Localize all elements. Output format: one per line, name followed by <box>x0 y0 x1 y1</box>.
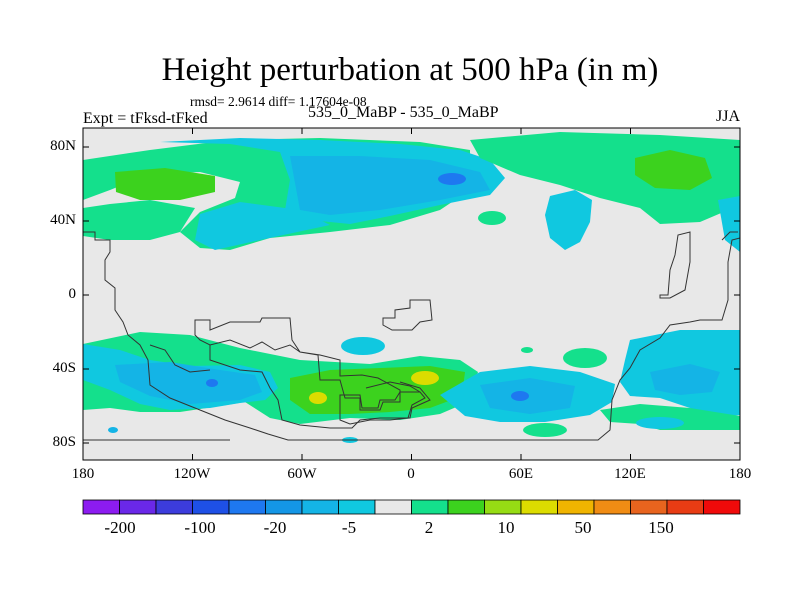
colorbar-swatch <box>119 499 157 515</box>
contour-positive-small <box>521 347 533 353</box>
colorbar-swatch <box>192 499 230 515</box>
contour-positive-core <box>309 392 327 404</box>
coastline <box>149 344 211 373</box>
lat-tick-marks <box>83 146 740 444</box>
lon-label-120w: 120W <box>173 466 211 482</box>
colorbar-label: -200 <box>104 518 136 537</box>
lat-label-40n: 40N <box>50 212 76 228</box>
contour-negative-small <box>718 196 740 252</box>
colorbar-swatch <box>338 499 376 515</box>
colorbar-label: -5 <box>341 518 357 537</box>
lon-label-180e: 180 <box>728 466 752 482</box>
contour-negative-core <box>438 173 466 185</box>
lat-label-40s: 40S <box>52 360 76 376</box>
lat-label-80n: 80N <box>50 138 76 154</box>
coastline <box>659 231 691 299</box>
colorbar-swatch <box>593 499 631 515</box>
coastline <box>83 231 740 441</box>
contour-negative-mid <box>290 156 490 215</box>
experiment-label: Expt = tFksd-tFked <box>83 110 208 127</box>
colorbar-swatch <box>228 499 266 515</box>
contour-negative-mid <box>650 364 720 395</box>
lat-label-0: 0 <box>68 286 77 302</box>
colorbar-label: -20 <box>263 518 287 537</box>
contour-positive-small <box>600 404 740 430</box>
colorbar-swatch <box>265 499 303 515</box>
colorbar-swatch <box>557 499 595 515</box>
coastline-outlines <box>83 231 740 441</box>
plot-title: Height perturbation at 500 hPa (in m) <box>161 52 659 88</box>
coastline <box>339 391 426 425</box>
colorbar-swatch <box>82 499 120 515</box>
contour-negative-small <box>341 337 385 355</box>
stats-line: rmsd= 2.9614 diff= 1.17604e-08 <box>190 94 367 109</box>
colorbar-label: 2 <box>424 518 434 537</box>
coastline <box>194 317 401 411</box>
season-label: JJA <box>716 108 741 125</box>
colorbar-swatch <box>520 499 558 515</box>
lon-label-120e: 120E <box>614 466 646 482</box>
contour-negative-small <box>108 427 118 433</box>
colorbar-swatch <box>411 499 449 515</box>
colorbar-swatch <box>155 499 193 515</box>
lon-label-0: 0 <box>407 466 415 482</box>
colorbar-swatch <box>374 499 412 515</box>
contour-positive-small <box>563 348 607 368</box>
contour-negative-core <box>206 379 218 387</box>
contour-positive-small <box>478 211 506 225</box>
coastline <box>365 381 421 393</box>
lon-label-60w: 60W <box>287 466 317 482</box>
colorbar-swatch <box>301 499 339 515</box>
colorbar-swatch <box>630 499 668 515</box>
contour-negative-small <box>195 202 330 250</box>
contour-positive-small <box>523 423 567 437</box>
colorbar-swatch <box>666 499 704 515</box>
contour-positive-small <box>83 200 195 240</box>
colorbar-label: -100 <box>184 518 216 537</box>
contour-negative-core <box>511 391 529 401</box>
lon-tick-marks <box>82 128 741 460</box>
colorbar-label: 50 <box>574 518 592 537</box>
coastline <box>209 345 431 429</box>
period-label: 535_0_MaBP - 535_0_MaBP <box>308 104 499 121</box>
contour-positive-core <box>411 371 439 385</box>
colorbar-swatch <box>484 499 522 515</box>
colorbar-swatch <box>447 499 485 515</box>
lon-label-60e: 60E <box>508 466 534 482</box>
lat-label-80s: 80S <box>52 434 76 450</box>
colorbar-label: 10 <box>497 518 515 537</box>
lon-label-180w: 180 <box>71 466 95 482</box>
contour-negative-small <box>636 417 684 429</box>
coastline <box>721 231 738 241</box>
contour-positive-mid <box>115 168 215 200</box>
colorbar <box>82 499 741 515</box>
contour-negative-mid <box>115 362 262 404</box>
colorbar-label: 150 <box>648 518 674 537</box>
coastline <box>382 299 433 331</box>
contour-fields <box>83 132 740 443</box>
contour-positive-mid <box>635 150 712 190</box>
contour-negative-small <box>545 190 592 250</box>
colorbar-swatch <box>703 499 741 515</box>
